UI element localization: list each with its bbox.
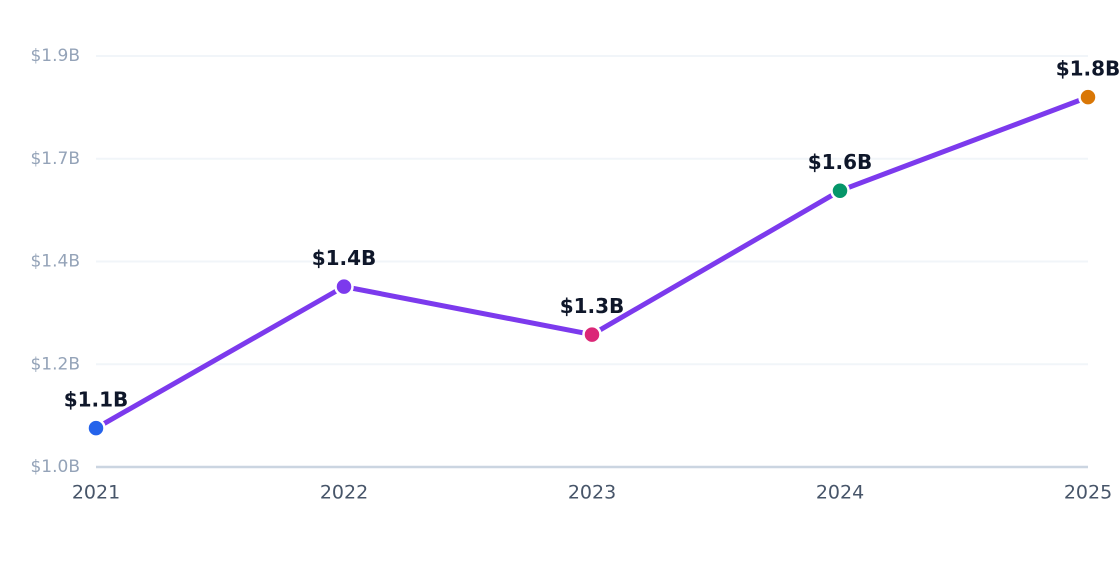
point [1078,87,1098,107]
point [334,276,354,297]
x-tick-label: 2021 [72,482,120,504]
y-tick-label: $1.2B [30,354,80,374]
point [582,324,602,345]
data-label: $1.6B [808,150,873,174]
x-tick-label: 2023 [568,482,616,504]
data-label: $1.4B [312,246,377,270]
y-tick-label: $1.4B [30,252,80,272]
y-tick-label: $1.7B [30,149,80,169]
x-tick-label: 2022 [320,482,368,504]
data-label: $1.1B [64,388,129,412]
point [830,180,850,201]
data-label: $1.3B [560,294,625,318]
x-tick-label: 2024 [816,482,864,504]
data-label: $1.8B [1056,57,1120,81]
x-tick-label: 2025 [1064,482,1112,504]
point [86,418,106,438]
line [94,94,1089,431]
y-tick-label: $1.0B [30,457,80,477]
y-tick-label: $1.9B [30,46,80,66]
